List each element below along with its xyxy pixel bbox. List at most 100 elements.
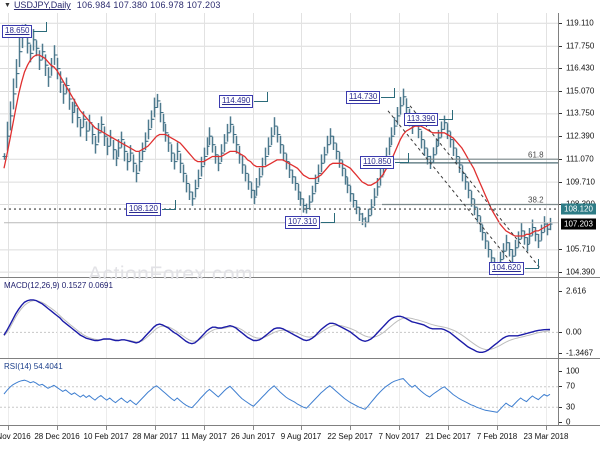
macd-plot-area: [0, 279, 558, 358]
annotation-leader-line: [162, 208, 176, 210]
annotation-leader-line: [395, 162, 409, 164]
annotation-leader-line: [381, 96, 395, 98]
date-axis-tick: 22 Sep 2017: [327, 432, 373, 441]
axis-tick-mark: [559, 406, 562, 408]
date-tick-mark: [399, 426, 400, 430]
axis-tick-mark: [559, 68, 562, 70]
price-pane[interactable]: ActionForex.com 18.650 114.490 114.730 113.…: [0, 13, 600, 286]
rsi-axis-tick: 30: [566, 402, 575, 412]
macd-axis-tick: -1.3467: [566, 348, 594, 358]
price-plot-area: [0, 13, 558, 277]
axis-tick-mark: [559, 422, 562, 423]
price-axis-tick: 117.750: [566, 41, 595, 51]
date-tick-mark: [301, 426, 302, 430]
axis-level-box: 108.120: [561, 203, 596, 215]
date-axis-tick: 7 Nov 2017: [378, 432, 420, 441]
rsi-series-svg: [0, 360, 558, 425]
price-annotation-level-107-310[interactable]: 107.310: [285, 216, 320, 230]
axis-tick-mark: [559, 181, 562, 183]
date-axis-tick: 9 Aug 2017: [280, 432, 322, 441]
annotation-leader-stem: [408, 153, 409, 164]
date-tick-mark: [546, 426, 547, 430]
axis-tick-mark: [559, 386, 562, 388]
date-tick-mark: [350, 426, 351, 430]
annotation-leader-line: [525, 267, 539, 269]
axis-tick-mark: [559, 353, 562, 354]
price-axis[interactable]: 119.110 117.750 116.430 115.070 113.750 112.3…: [558, 13, 600, 427]
date-axis-tick: 14 Nov 2016: [0, 432, 31, 441]
annotation-leader-stem: [452, 110, 453, 121]
date-tick-mark: [253, 426, 254, 430]
price-annotation-low-104-620[interactable]: 104.620: [489, 261, 524, 275]
date-axis-tick: 10 Feb 2017: [83, 432, 129, 441]
date-tick-mark: [448, 426, 449, 430]
annotation-leader-stem: [538, 258, 539, 269]
macd-axis-tick: 0.00: [566, 327, 582, 337]
chart-header: ▼ USDJPY,Daily 106.984 107.380 106.978 107…: [0, 0, 600, 13]
date-tick-mark: [155, 426, 156, 430]
date-tick-mark: [8, 426, 9, 430]
rsi-axis-tick: 0: [566, 417, 571, 427]
date-axis-tick: 28 Dec 2016: [34, 432, 80, 441]
axis-tick-mark: [559, 158, 562, 160]
fib-level-38-2: 38.2: [528, 195, 544, 205]
date-axis-tick: 21 Dec 2017: [425, 432, 471, 441]
axis-tick-mark: [559, 271, 562, 273]
current-price-box: 107.203: [561, 218, 596, 230]
price-annotation-peak-114-730[interactable]: 114.730: [346, 90, 381, 104]
price-annotation-peak-118-650[interactable]: 18.650: [2, 24, 33, 38]
axis-tick-mark: [559, 331, 562, 333]
date-axis-tick: 23 Mar 2018: [523, 432, 569, 441]
macd-label: MACD(12,26,9) 0.1527 0.0691: [4, 281, 113, 290]
annotation-leader-stem: [267, 91, 268, 102]
price-annotation-peak-113-390[interactable]: 113.390: [404, 113, 439, 127]
rsi-pane[interactable]: RSI(14) 54.4041: [0, 360, 600, 426]
axis-tick-mark: [559, 249, 562, 251]
macd-series-svg: [0, 279, 558, 358]
annotation-leader-line: [439, 119, 453, 121]
annotation-leader-line: [254, 100, 268, 102]
axis-tick-mark: [559, 204, 562, 205]
annotation-leader-stem: [175, 199, 176, 210]
price-axis-tick: 111.070: [566, 154, 594, 164]
macd-pane[interactable]: MACD(12,26,9) 0.1527 0.0691: [0, 279, 600, 359]
date-tick-mark: [57, 426, 58, 430]
date-axis-tick: 28 Mar 2017: [132, 432, 178, 441]
ohlc-quotes: 106.984 107.380 106.978 107.203: [76, 0, 221, 10]
macd-axis-tick: 2.616: [566, 286, 587, 296]
price-axis-tick: 104.390: [566, 267, 595, 277]
price-annotation-level-110-850[interactable]: 110.850: [360, 156, 395, 170]
chevron-down-icon[interactable]: ▼: [4, 2, 11, 9]
rsi-axis-tick: 100: [566, 366, 580, 376]
date-tick-mark: [497, 426, 498, 430]
annotation-leader-line: [321, 222, 335, 224]
axis-tick-mark: [559, 291, 562, 292]
axis-tick-mark: [559, 22, 562, 24]
axis-tick-mark: [559, 45, 562, 47]
axis-tick-mark: [559, 113, 562, 115]
annotation-leader-stem: [46, 21, 47, 32]
price-axis-tick: 105.710: [566, 244, 595, 254]
rsi-axis-tick: 70: [566, 381, 575, 391]
date-axis-tick: 7 Feb 2018: [476, 432, 518, 441]
price-axis-tick: 109.710: [566, 177, 595, 187]
price-axis-tick: 116.430: [566, 63, 595, 73]
rsi-plot-area: [0, 360, 558, 425]
price-axis-tick: 112.390: [566, 131, 595, 141]
price-annotation-level-108-120[interactable]: 108.120: [126, 202, 161, 216]
annotation-leader-line: [33, 30, 47, 32]
date-tick-mark: [204, 426, 205, 430]
annotation-leader-stem: [394, 87, 395, 98]
axis-tick-mark: [559, 136, 562, 138]
rsi-label: RSI(14) 54.4041: [4, 362, 63, 371]
date-axis-tick: 26 Jun 2017: [230, 432, 276, 441]
date-axis-tick: 11 May 2017: [181, 432, 227, 441]
price-axis-tick: 115.070: [566, 86, 595, 96]
price-annotation-peak-114-490[interactable]: 114.490: [219, 94, 254, 108]
axis-tick-mark: [559, 371, 562, 372]
price-series-svg: [0, 13, 558, 277]
symbol-period-label: USDJPY,Daily: [13, 0, 71, 10]
date-tick-mark: [106, 426, 107, 430]
price-axis-tick: 113.750: [566, 108, 595, 118]
